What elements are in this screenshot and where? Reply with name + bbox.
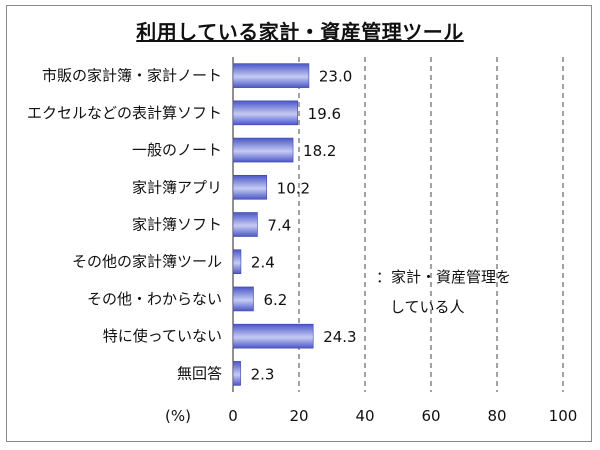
value-label: 2.3 [251, 365, 275, 383]
bar [232, 63, 310, 88]
unit-label: (%) [165, 407, 191, 425]
x-tick-label: 80 [487, 407, 506, 425]
x-tick-label: 60 [421, 407, 440, 425]
value-label: 6.2 [263, 291, 287, 309]
value-label: 24.3 [323, 328, 356, 346]
chart-title: 利用している家計・資産管理ツール [136, 20, 464, 44]
value-label: 10.2 [277, 179, 310, 197]
category-label: その他の家計簿ツール [72, 253, 222, 271]
value-label: 18.2 [303, 142, 336, 160]
category-label: 無回答 [177, 364, 222, 382]
x-tick-label: 40 [355, 407, 374, 425]
category-label: 特に使っていない [103, 327, 222, 345]
bar [232, 249, 242, 275]
bar [232, 323, 314, 349]
bar [232, 361, 241, 386]
bar [232, 286, 254, 312]
bar [232, 212, 258, 237]
bar [232, 137, 294, 163]
category-label: 市販の家計簿・家計ノート [42, 67, 222, 85]
legend-line-1: ：家計・資産管理を [376, 268, 511, 286]
value-label: 7.4 [267, 217, 291, 235]
x-tick-label: 100 [549, 407, 578, 425]
value-label: 19.6 [308, 105, 341, 123]
value-label: 23.0 [319, 68, 352, 86]
category-label: 一般のノート [132, 141, 222, 159]
bar [232, 174, 267, 200]
category-label: 家計簿ソフト [132, 216, 222, 234]
value-label: 2.4 [251, 254, 275, 272]
x-tick-label: 20 [289, 407, 308, 425]
legend-line-2: している人 [390, 298, 465, 316]
category-label: エクセルなどの表計算ソフト [27, 104, 222, 122]
x-tick-label: 0 [228, 407, 238, 425]
bar [232, 100, 298, 126]
category-label: 家計簿アプリ [132, 178, 222, 196]
category-label: その他・わからない [87, 290, 222, 308]
